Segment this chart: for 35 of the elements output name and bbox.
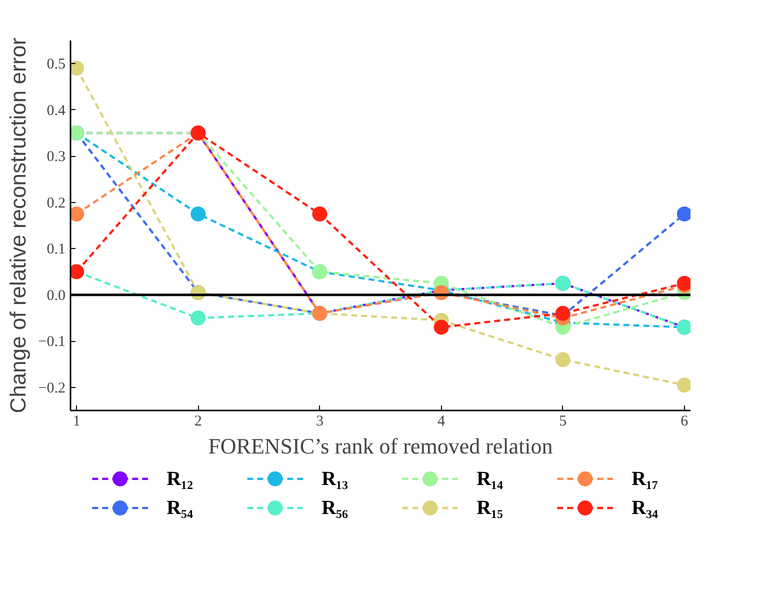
- y-tick-label: 0.5: [46, 56, 66, 73]
- y-tick-label: 0.0: [46, 288, 66, 304]
- point: [676, 276, 690, 291]
- point: [190, 310, 206, 326]
- point: [555, 306, 570, 321]
- y-axis-title: Change of relative reconstruction error: [5, 38, 30, 414]
- point: [555, 352, 570, 368]
- point: [70, 60, 84, 76]
- x-tick-label: 3: [316, 414, 324, 430]
- legend-label: R₅₆: [322, 497, 348, 519]
- y-tick-label: 0.3: [46, 149, 66, 166]
- x-tick-label: 6: [680, 414, 689, 430]
- y-tick-label: −0.2: [38, 380, 66, 396]
- y-tick-label: 0.2: [46, 195, 66, 212]
- legend-label: R₁₄: [476, 468, 504, 490]
- legend-label: R₅₄: [166, 497, 194, 519]
- point: [676, 378, 690, 393]
- x-tick-label: 4: [438, 414, 446, 430]
- point: [312, 206, 328, 222]
- y-tick-label: 0.4: [46, 102, 66, 119]
- x-axis-title: FORENSIC’s rank of removed relation: [208, 434, 553, 458]
- legend-label: R₁₅: [476, 497, 504, 519]
- legend-label: R₁₃: [322, 468, 348, 490]
- legend-label: R₁₇: [632, 468, 658, 490]
- point: [434, 320, 449, 335]
- y-tick-label: −0.1: [38, 334, 66, 350]
- x-tick-label: 2: [194, 414, 202, 430]
- x-tick-label: 1: [72, 414, 80, 430]
- point: [676, 206, 690, 222]
- point: [190, 206, 206, 222]
- legend-label: R₁₂: [166, 468, 194, 490]
- legend-label: R₃₄: [632, 497, 658, 519]
- x-tick-label: 5: [559, 414, 567, 430]
- point: [70, 206, 84, 222]
- y-tick-label: 0.1: [46, 242, 66, 258]
